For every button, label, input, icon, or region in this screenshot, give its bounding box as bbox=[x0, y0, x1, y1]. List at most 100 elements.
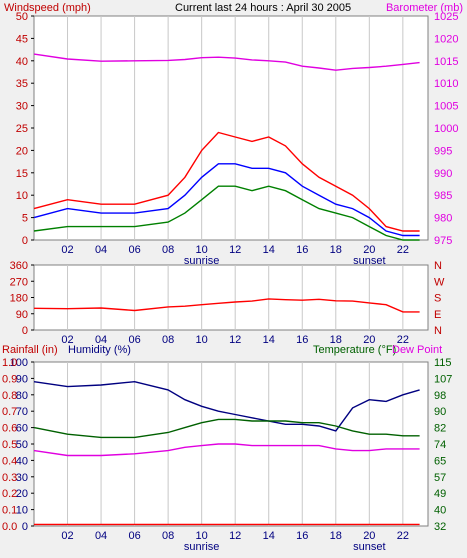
windspeed-axis-title: Windspeed (mph) bbox=[4, 2, 91, 14]
panel-3-x-tick-label: 22 bbox=[397, 530, 409, 542]
panel-1-y-tick-label: 35 bbox=[16, 78, 28, 90]
panel-2-series-line bbox=[33, 298, 420, 313]
panel-3-right-tick-label: 49 bbox=[434, 488, 446, 500]
panel-2-right-tick-label: W bbox=[434, 276, 445, 288]
panel-1-y-tick-label: 5 bbox=[22, 213, 28, 225]
panel-3-right-tick-label: 107 bbox=[434, 373, 452, 385]
panel-3-x-tick-label: 04 bbox=[95, 530, 107, 542]
panel-3-right-tick-label: 98 bbox=[434, 390, 446, 402]
sunrise-label: sunrise bbox=[184, 255, 219, 267]
rainfall-tick-label: 0.7 bbox=[2, 406, 17, 418]
panel-1-y-tick-label: 20 bbox=[16, 145, 28, 157]
panel-2-x-tick-label: 08 bbox=[162, 334, 174, 346]
panel-1-series-line bbox=[33, 131, 420, 232]
panel-3-series-line bbox=[33, 380, 420, 432]
panel-3-x-tick-label: 02 bbox=[61, 530, 73, 542]
panel-3-y-tick-label: 10 bbox=[16, 505, 28, 517]
panel-3-y-tick-label: 60 bbox=[16, 423, 28, 435]
panel-1-y-tick-label: 50 bbox=[16, 11, 28, 23]
panel-1-right-tick-label: 1015 bbox=[434, 56, 458, 68]
panel-2-y-tick-label: 360 bbox=[10, 260, 28, 272]
panel-3-y-tick-label: 20 bbox=[16, 488, 28, 500]
panel-3-y-tick-label: 40 bbox=[16, 455, 28, 467]
panel-1-x-tick-label: 20 bbox=[363, 244, 375, 256]
panel-1-x-tick-label: 06 bbox=[128, 244, 140, 256]
panel-3-right-tick-label: 32 bbox=[434, 521, 446, 533]
panel-3-right-tick-label: 40 bbox=[434, 505, 446, 517]
rainfall-tick-label: 0.9 bbox=[2, 373, 17, 385]
panel-3-y-tick-label: 0 bbox=[22, 521, 28, 533]
panel-2-right-tick-label: N bbox=[434, 260, 442, 272]
panel-3-y-tick-label: 70 bbox=[16, 406, 28, 418]
panel-1-right-tick-label: 1010 bbox=[434, 78, 458, 90]
panel-1-series-line bbox=[33, 163, 420, 237]
panel-2-y-tick-label: 270 bbox=[10, 276, 28, 288]
panel-3-x-tick-label: 08 bbox=[162, 530, 174, 542]
rainfall-tick-label: 0.3 bbox=[2, 472, 17, 484]
barometer-axis-title: Barometer (mb) bbox=[386, 2, 463, 14]
panel-3-x-tick-label: 16 bbox=[296, 530, 308, 542]
panel-1-y-tick-label: 10 bbox=[16, 190, 28, 202]
panel-1-y-tick-label: 45 bbox=[16, 33, 28, 45]
panel-2-right-tick-label: S bbox=[434, 293, 441, 305]
panel-3-right-tick-label: 65 bbox=[434, 455, 446, 467]
rainfall-tick-label: 0.4 bbox=[2, 455, 17, 467]
panel-1-right-tick-label: 1005 bbox=[434, 101, 458, 113]
panel-1-y-tick-label: 15 bbox=[16, 168, 28, 180]
panel-2-x-tick-label: 06 bbox=[128, 334, 140, 346]
panel-3-right-tick-label: 74 bbox=[434, 439, 446, 451]
panel-1-y-tick-label: 25 bbox=[16, 123, 28, 135]
panel-1-right-tick-label: 980 bbox=[434, 213, 452, 225]
temperature-axis-title: Temperature (°F) bbox=[313, 344, 396, 356]
panel-2-x-tick-label: 12 bbox=[229, 334, 241, 346]
panel-1-y-tick-label: 0 bbox=[22, 235, 28, 247]
panel-3-x-tick-label: 06 bbox=[128, 530, 140, 542]
rainfall-tick-label: 0.5 bbox=[2, 439, 17, 451]
panel-1-y-tick-label: 40 bbox=[16, 56, 28, 68]
panel-3-x-tick-label: 12 bbox=[229, 530, 241, 542]
panel-1-x-tick-label: 14 bbox=[263, 244, 275, 256]
rainfall-axis-title: Rainfall (in) bbox=[2, 344, 58, 356]
rainfall-tick-label: 0.0 bbox=[2, 521, 17, 533]
panel-3-right-tick-label: 57 bbox=[434, 472, 446, 484]
panel-2-right-tick-label: E bbox=[434, 309, 441, 321]
dew-point-axis-title: Dew Point bbox=[392, 344, 442, 356]
panel-1-x-tick-label: 10 bbox=[196, 244, 208, 256]
panel-1-right-tick-label: 1025 bbox=[434, 11, 458, 23]
panel-2-x-tick-label: 22 bbox=[397, 334, 409, 346]
panel-3-series-line bbox=[33, 443, 420, 457]
panel-1-right-tick-label: 990 bbox=[434, 168, 452, 180]
panel-1-right-tick-label: 985 bbox=[434, 190, 452, 202]
rainfall-tick-label: 0.6 bbox=[2, 423, 17, 435]
panel-3-right-tick-label: 90 bbox=[434, 406, 446, 418]
panel-2-y-tick-label: 90 bbox=[16, 309, 28, 321]
panel-3-y-tick-label: 30 bbox=[16, 472, 28, 484]
panel-3-y-tick-label: 100 bbox=[10, 357, 28, 369]
sunset-label: sunset bbox=[353, 255, 385, 267]
panel-1-x-tick-label: 08 bbox=[162, 244, 174, 256]
panel-3-x-tick-label: 14 bbox=[263, 530, 275, 542]
panel-3-series-line bbox=[33, 418, 420, 439]
panel-2-x-tick-label: 20 bbox=[363, 334, 375, 346]
panel-3-y-tick-label: 80 bbox=[16, 390, 28, 402]
rainfall-tick-label: 0.8 bbox=[2, 390, 17, 402]
panel-2-x-tick-label: 18 bbox=[330, 334, 342, 346]
panel-2-right-tick-label: N bbox=[434, 325, 442, 337]
panel-2-x-tick-label: 10 bbox=[196, 334, 208, 346]
panel-1-x-tick-label: 04 bbox=[95, 244, 107, 256]
panel-1-series-line bbox=[33, 53, 420, 71]
humidity-axis-title: Humidity (%) bbox=[68, 344, 131, 356]
panel-2-x-tick-label: 02 bbox=[61, 334, 73, 346]
panel-3-x-tick-label: 18 bbox=[330, 530, 342, 542]
panel-1-right-tick-label: 1000 bbox=[434, 123, 458, 135]
rainfall-tick-label: 1.0 bbox=[2, 357, 17, 369]
panel-2-y-tick-label: 0 bbox=[22, 325, 28, 337]
panel-1-right-tick-label: 975 bbox=[434, 235, 452, 247]
panel-1-right-tick-label: 995 bbox=[434, 145, 452, 157]
panel-1-x-tick-label: 12 bbox=[229, 244, 241, 256]
panel-3-y-tick-label: 50 bbox=[16, 439, 28, 451]
rainfall-tick-label: 0.2 bbox=[2, 488, 17, 500]
panel-1-right-tick-label: 1020 bbox=[434, 33, 458, 45]
